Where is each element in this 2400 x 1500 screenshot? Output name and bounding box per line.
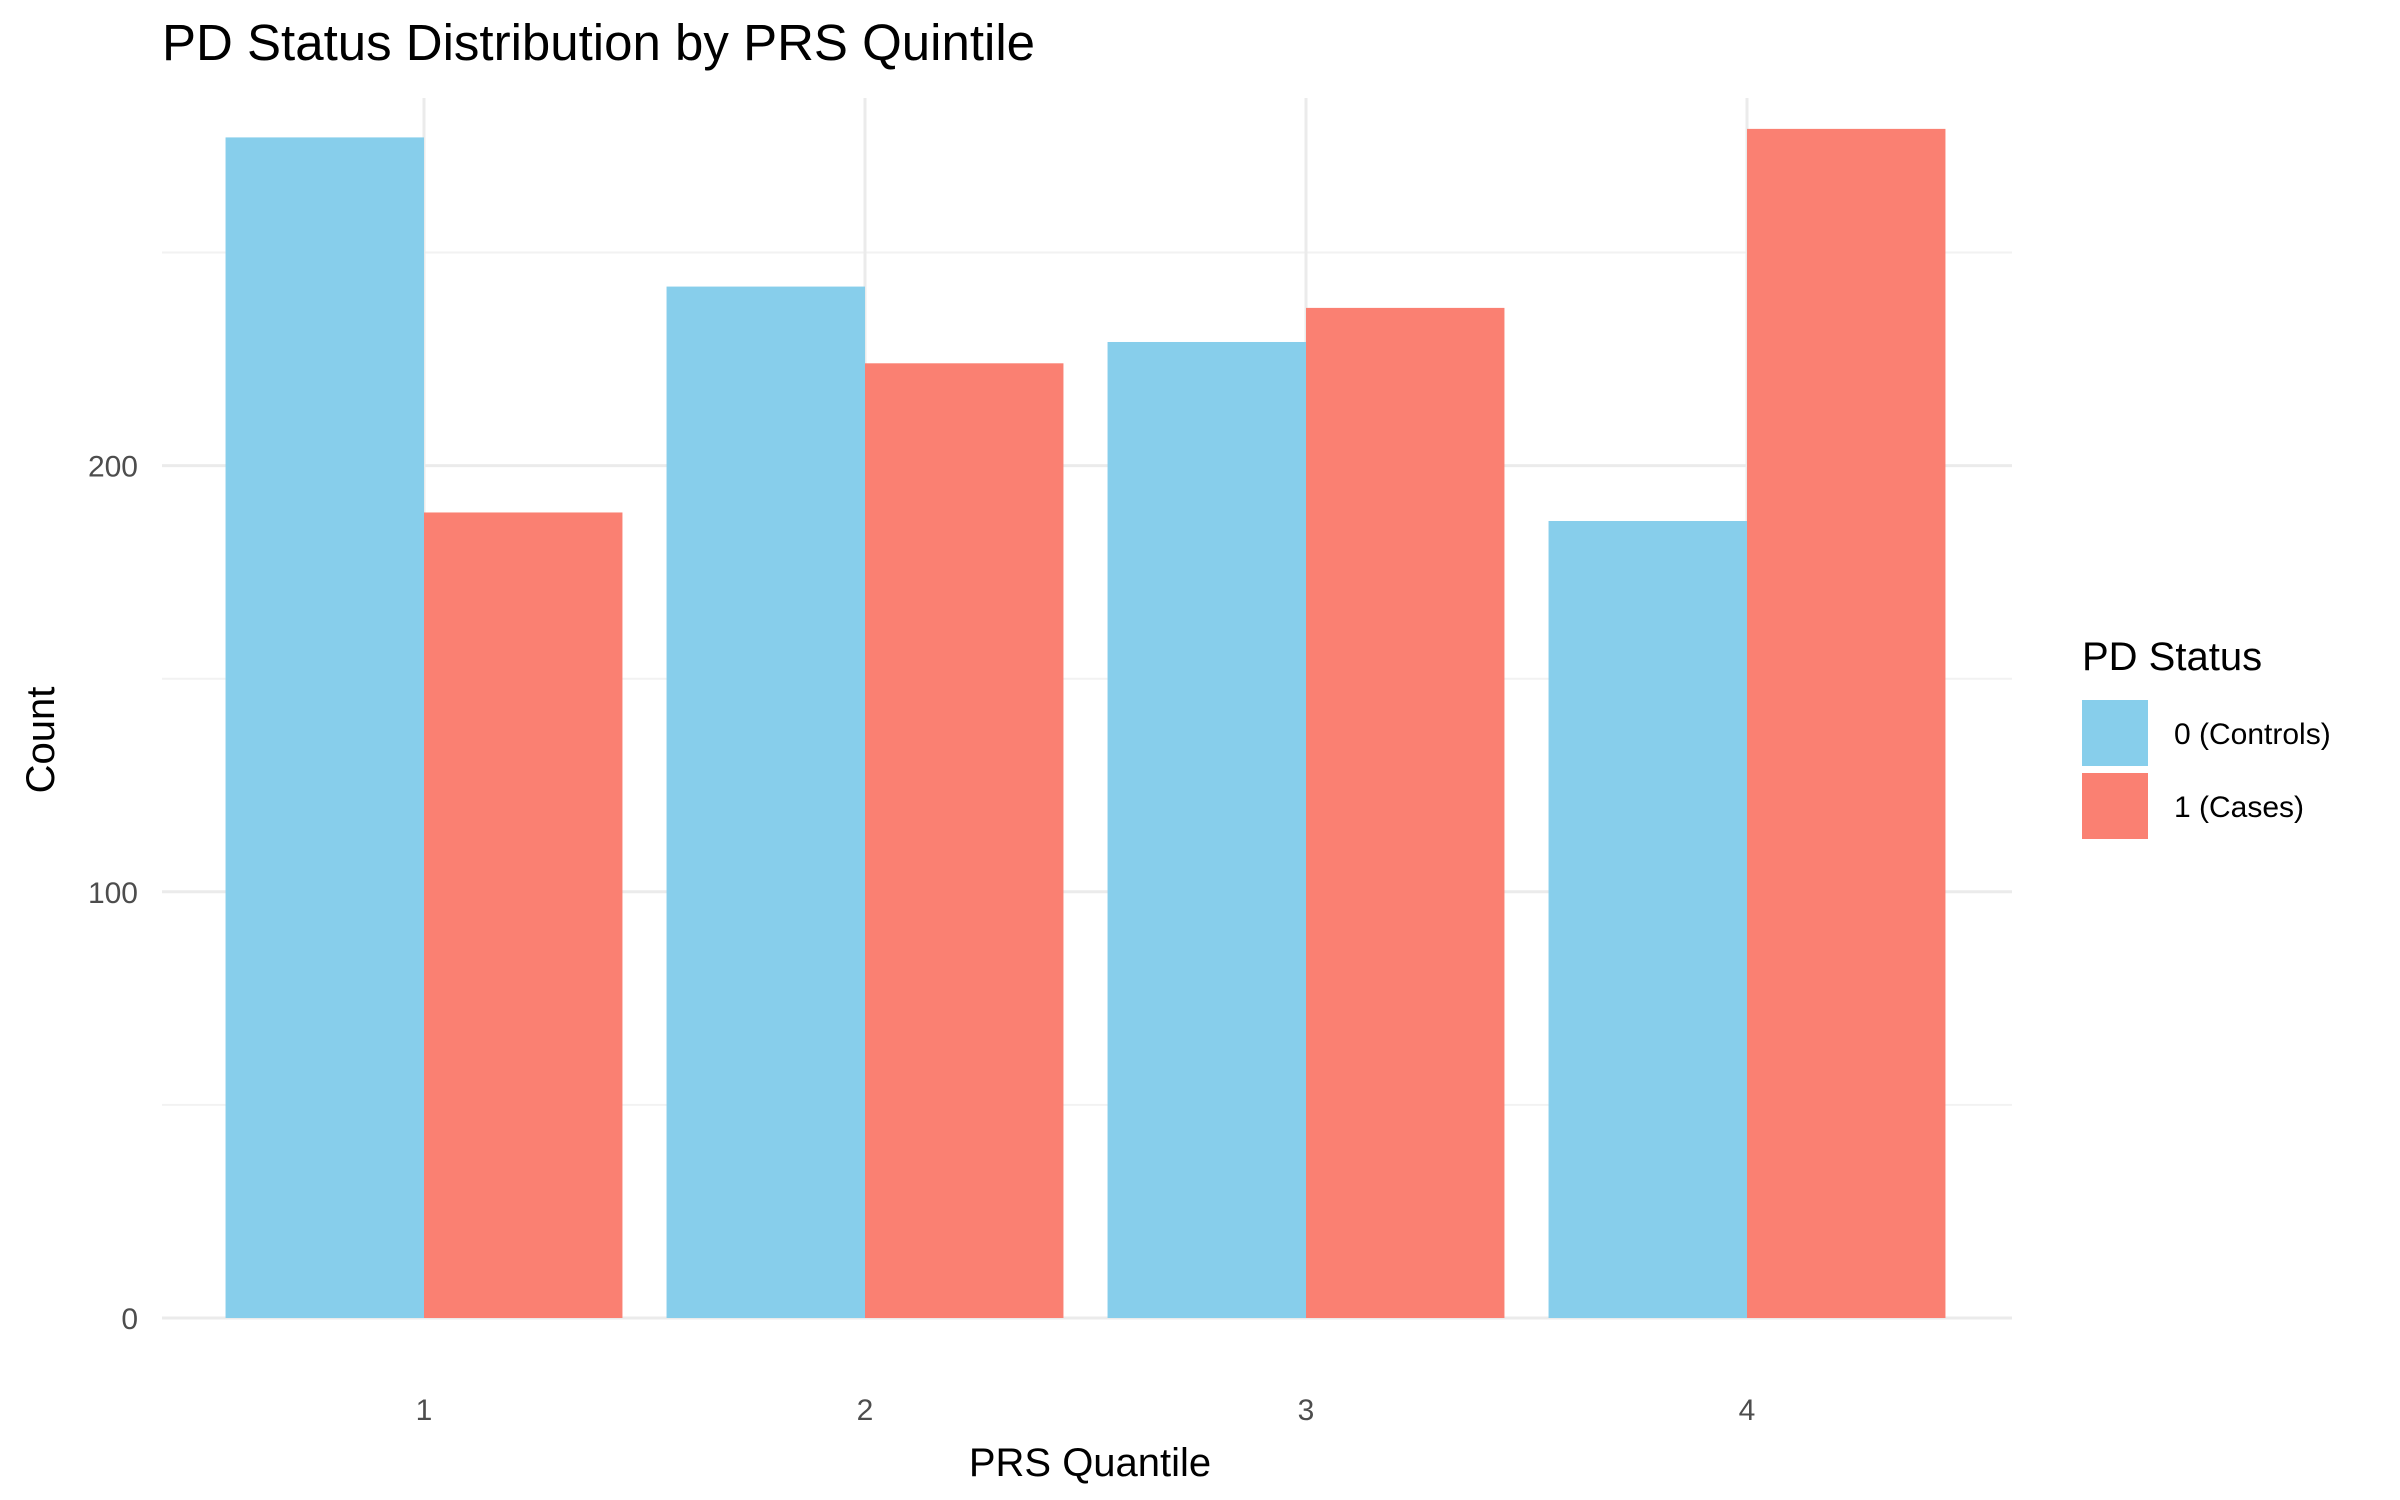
- x-axis-title: PRS Quantile: [969, 1441, 1211, 1485]
- bar-q4-series-1: [1747, 128, 1946, 1318]
- legend-key-0: [2082, 700, 2148, 766]
- legend-label-0: 0 (Controls): [2174, 718, 2331, 751]
- bar-q4-series-0: [1548, 520, 1747, 1318]
- bars: [225, 128, 1946, 1319]
- bar-q2-series-0: [666, 286, 865, 1318]
- legend-title: PD Status: [2082, 635, 2262, 679]
- bar-q2-series-1: [865, 363, 1064, 1319]
- bar-q1-series-1: [424, 512, 623, 1318]
- chart-title: PD Status Distribution by PRS Quintile: [162, 14, 1035, 71]
- axes: 0 100 200 1 2 3 4: [88, 451, 1755, 1427]
- bar-q3-series-0: [1107, 341, 1306, 1318]
- legend-key-1: [2082, 773, 2148, 839]
- legend: PD Status 0 (Controls) 1 (Cases): [2082, 635, 2331, 839]
- bar-q1-series-0: [225, 137, 424, 1319]
- x-tick-label: 3: [1298, 1394, 1315, 1427]
- bar-q3-series-1: [1306, 307, 1505, 1318]
- x-tick-label: 2: [857, 1394, 874, 1427]
- y-tick-label: 200: [88, 451, 138, 484]
- x-tick-label: 1: [416, 1394, 433, 1427]
- legend-items: 0 (Controls) 1 (Cases): [2082, 700, 2331, 839]
- x-tick-label: 4: [1739, 1394, 1756, 1427]
- legend-label-1: 1 (Cases): [2174, 791, 2304, 824]
- y-tick-label: 0: [121, 1303, 138, 1336]
- y-axis-title: Count: [19, 687, 63, 794]
- y-tick-label: 100: [88, 877, 138, 910]
